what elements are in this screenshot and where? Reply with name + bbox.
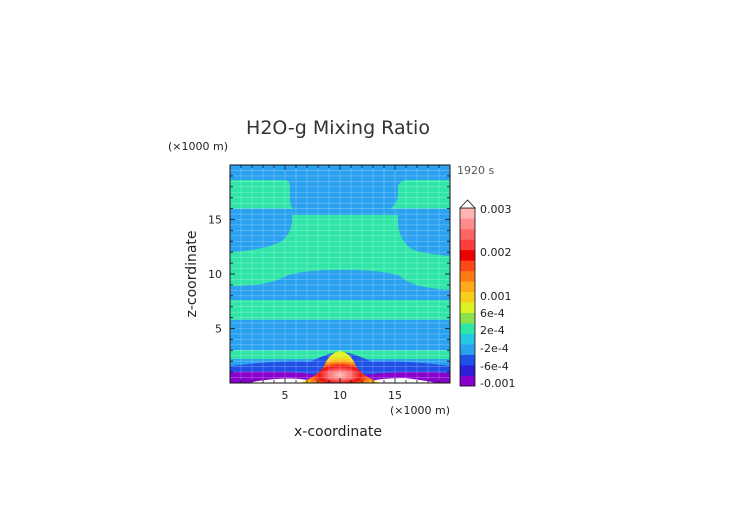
y-tick-label: 5 — [215, 323, 222, 336]
surface-wing-right — [364, 378, 436, 383]
colorbar-swatch — [460, 239, 475, 251]
colorbar-swatch — [460, 333, 475, 345]
colorbar-swatch — [460, 344, 475, 355]
colorbar-swatch — [460, 312, 475, 324]
colorbar-swatch — [460, 228, 475, 240]
colorbar-swatch — [460, 270, 475, 282]
grid — [230, 165, 450, 383]
chart-title: H2O-g Mixing Ratio — [246, 117, 430, 139]
x-unit-label: (×1000 m) — [390, 404, 450, 417]
colorbar-swatch — [460, 260, 475, 272]
band-4 — [230, 319, 450, 351]
colorbar-label: -6e-4 — [480, 360, 509, 373]
colorbar-swatch — [460, 218, 475, 230]
moist-plume — [300, 351, 380, 383]
middle-band-waist — [230, 270, 450, 300]
upper-band-shoulders — [230, 165, 450, 212]
colorbar: 0.003 0.002 0.001 6e-4 2e-4 -2e-4 -6e-4 -0.001 — [459, 199, 515, 390]
x-axis: 5 10 15 — [240, 165, 440, 402]
plot-area — [230, 165, 450, 383]
colorbar-swatch — [460, 365, 475, 376]
y-axis: 5 10 15 — [208, 175, 450, 373]
colorbar-swatch — [460, 354, 475, 366]
colorbar-label: 2e-4 — [480, 324, 505, 337]
colorbar-swatch — [460, 323, 475, 334]
colorbar-swatch — [460, 249, 475, 261]
colorbar-swatch — [460, 302, 475, 314]
y-unit-label: (×1000 m) — [168, 140, 228, 153]
colorbar-overflow-arrow — [459, 199, 476, 209]
colorbar-label: 0.003 — [480, 203, 512, 216]
y-tick-label: 10 — [208, 268, 222, 281]
colorbar-swatch — [460, 281, 475, 293]
x-tick-label: 10 — [333, 389, 347, 402]
surface-wing-left — [248, 378, 316, 383]
colorbar-label: -2e-4 — [480, 342, 509, 355]
colorbar-swatch — [460, 375, 475, 387]
x-axis-title: x-coordinate — [294, 424, 382, 440]
colorbar-swatch — [460, 291, 475, 303]
x-tick-label: 5 — [282, 389, 289, 402]
y-axis-title: z-coordinate — [184, 230, 200, 317]
colorbar-label: 0.001 — [480, 290, 512, 303]
colorbar-swatch — [460, 208, 475, 219]
colorbar-label: -0.001 — [480, 377, 515, 390]
x-tick-label: 15 — [388, 389, 402, 402]
time-label: 1920 s — [457, 164, 494, 177]
y-tick-label: 15 — [208, 214, 222, 227]
colorbar-label: 6e-4 — [480, 307, 505, 320]
colorbar-label: 0.002 — [480, 246, 512, 259]
